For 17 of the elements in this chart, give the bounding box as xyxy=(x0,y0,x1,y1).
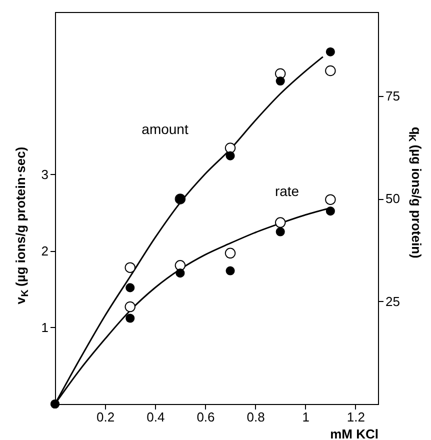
x-axis-title: mM KCl xyxy=(330,426,378,440)
x-tick-label: 0.8 xyxy=(246,410,265,424)
x-tick-label: 1.2 xyxy=(346,410,366,424)
x-tick-label: 0.2 xyxy=(96,410,115,424)
y2-axis-title: qK (µg ions/g protein) xyxy=(406,126,424,258)
y-tick-label: 3 xyxy=(41,166,48,182)
x-tick-label: 1 xyxy=(302,410,310,424)
y-tick-label: 1 xyxy=(41,320,48,335)
y-axis-title: vK (µg ions/g protein·sec) xyxy=(13,146,31,304)
annotation: rate xyxy=(274,183,300,199)
y2-tick-label: 75 xyxy=(386,88,400,104)
y2-tick-label: 50 xyxy=(386,191,400,206)
x-tick-label: 0.6 xyxy=(196,410,215,424)
annotation: amount xyxy=(142,121,188,137)
y2-tick-label: 25 xyxy=(386,294,400,309)
y-tick-label: 2 xyxy=(41,243,48,258)
x-tick-label: 0.4 xyxy=(146,410,165,424)
